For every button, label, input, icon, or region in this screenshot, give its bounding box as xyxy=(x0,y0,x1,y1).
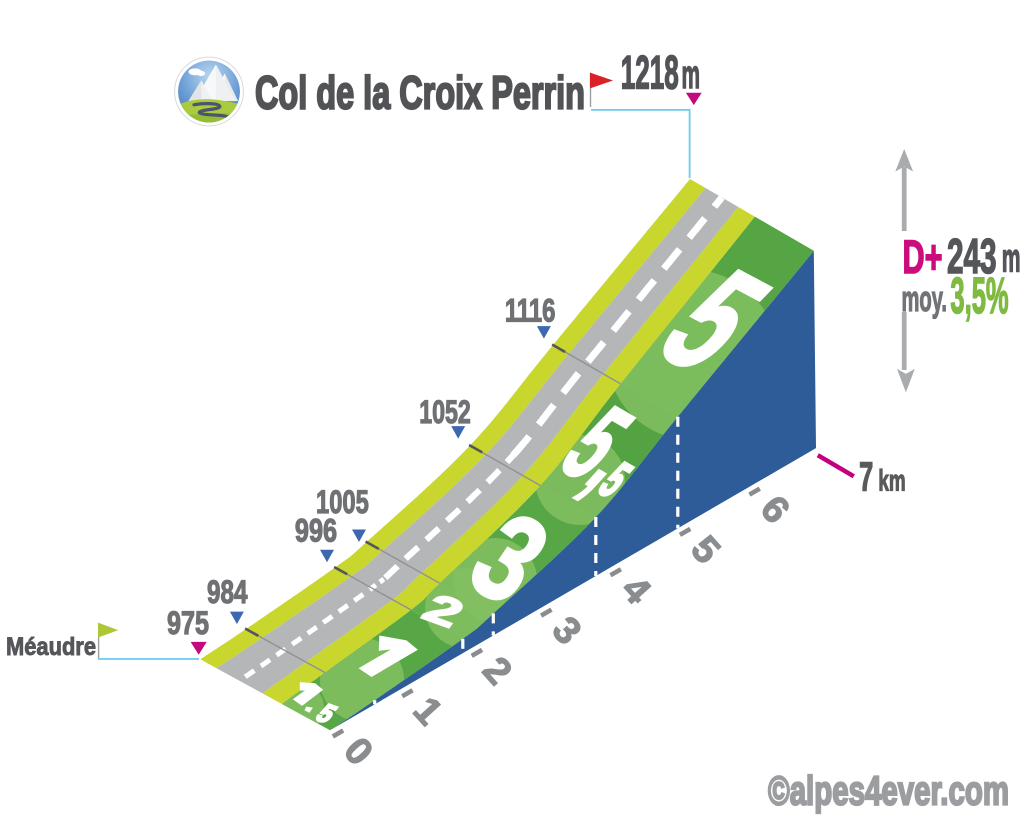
svg-text:m: m xyxy=(1002,237,1021,281)
svg-text:1005: 1005 xyxy=(316,484,369,520)
svg-text:moy.: moy. xyxy=(902,278,948,319)
svg-text:D+: D+ xyxy=(903,230,943,283)
svg-text:996: 996 xyxy=(295,512,337,548)
svg-text:Méaudre: Méaudre xyxy=(6,633,96,661)
svg-text:984: 984 xyxy=(207,574,248,610)
svg-text:m: m xyxy=(682,53,701,97)
svg-text:1218: 1218 xyxy=(621,45,679,98)
svg-text:3,5%: 3,5% xyxy=(950,267,1008,324)
svg-text:975: 975 xyxy=(167,605,209,641)
svg-text:1052: 1052 xyxy=(419,394,471,430)
svg-text:7: 7 xyxy=(859,453,873,499)
svg-text:©alpes4ever.com: ©alpes4ever.com xyxy=(768,768,1009,814)
svg-text:1116: 1116 xyxy=(505,293,556,329)
svg-text:km: km xyxy=(878,464,905,497)
svg-text:243: 243 xyxy=(947,230,997,284)
svg-text:Col de la Croix Perrin: Col de la Croix Perrin xyxy=(255,67,585,119)
